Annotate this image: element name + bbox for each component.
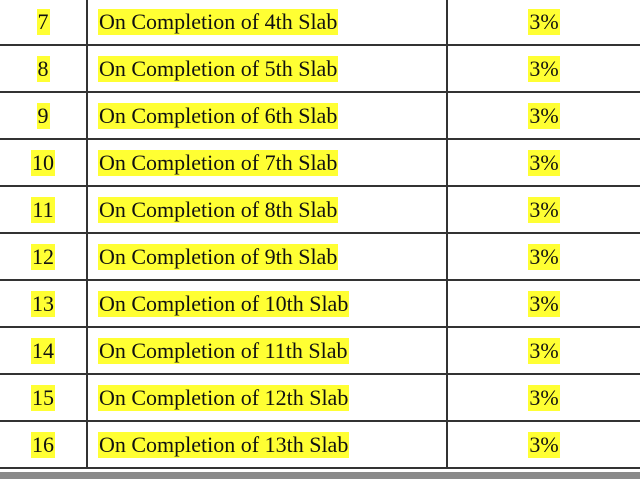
table-row: 9 On Completion of 6th Slab 3%: [0, 93, 640, 140]
percentage: 3%: [528, 290, 560, 317]
stage-description: On Completion of 11th Slab: [98, 337, 349, 364]
table-cell: On Completion of 10th Slab: [88, 281, 448, 326]
table-cell: 3%: [448, 0, 640, 44]
stage-description: On Completion of 5th Slab: [98, 55, 339, 82]
stage-description: On Completion of 4th Slab: [98, 8, 339, 35]
table-row: 15 On Completion of 12th Slab 3%: [0, 375, 640, 422]
table-cell: 13: [0, 281, 88, 326]
row-number: 10: [31, 149, 55, 176]
table-cell: 11: [0, 187, 88, 232]
bottom-strip: [0, 472, 640, 479]
percentage: 3%: [528, 337, 560, 364]
table-cell: 15: [0, 375, 88, 420]
table-cell: On Completion of 13th Slab: [88, 422, 448, 467]
stage-description: On Completion of 8th Slab: [98, 196, 339, 223]
row-number: 9: [36, 102, 50, 129]
table-cell: 3%: [448, 281, 640, 326]
row-number: 12: [31, 243, 55, 270]
table-cell: 7: [0, 0, 88, 44]
table-cell: 3%: [448, 140, 640, 185]
percentage: 3%: [528, 431, 560, 458]
table-cell: On Completion of 7th Slab: [88, 140, 448, 185]
table-cell: 14: [0, 328, 88, 373]
percentage: 3%: [528, 149, 560, 176]
table-row: 7 On Completion of 4th Slab 3%: [0, 0, 640, 46]
table-cell: On Completion of 11th Slab: [88, 328, 448, 373]
table-cell: 10: [0, 140, 88, 185]
stage-description: On Completion of 12th Slab: [98, 384, 350, 411]
table-cell: 3%: [448, 328, 640, 373]
table-cell: On Completion of 9th Slab: [88, 234, 448, 279]
table-cell: On Completion of 5th Slab: [88, 46, 448, 91]
row-number: 15: [31, 384, 55, 411]
table-cell: 8: [0, 46, 88, 91]
stage-description: On Completion of 10th Slab: [98, 290, 350, 317]
row-number: 7: [36, 8, 50, 35]
stage-description: On Completion of 7th Slab: [98, 149, 339, 176]
percentage: 3%: [528, 102, 560, 129]
percentage: 3%: [528, 8, 560, 35]
row-number: 14: [31, 337, 55, 364]
table-row: 13 On Completion of 10th Slab 3%: [0, 281, 640, 328]
row-number: 13: [31, 290, 55, 317]
table-row: 14 On Completion of 11th Slab 3%: [0, 328, 640, 375]
table-cell: On Completion of 8th Slab: [88, 187, 448, 232]
table-cell: 3%: [448, 187, 640, 232]
row-number: 11: [31, 196, 55, 223]
percentage: 3%: [528, 196, 560, 223]
row-number: 16: [31, 431, 55, 458]
table-cell: 3%: [448, 375, 640, 420]
table-cell: On Completion of 4th Slab: [88, 0, 448, 44]
table-row: 16 On Completion of 13th Slab 3%: [0, 422, 640, 469]
stage-description: On Completion of 6th Slab: [98, 102, 339, 129]
table-cell: 3%: [448, 93, 640, 138]
stage-description: On Completion of 9th Slab: [98, 243, 339, 270]
row-number: 8: [36, 55, 50, 82]
table-cell: 12: [0, 234, 88, 279]
percentage: 3%: [528, 243, 560, 270]
table-row: 8 On Completion of 5th Slab 3%: [0, 46, 640, 93]
stage-description: On Completion of 13th Slab: [98, 431, 350, 458]
table-cell: 9: [0, 93, 88, 138]
table-cell: 16: [0, 422, 88, 467]
table-cell: 3%: [448, 422, 640, 467]
table-cell: On Completion of 6th Slab: [88, 93, 448, 138]
percentage: 3%: [528, 384, 560, 411]
table-row: 10 On Completion of 7th Slab 3%: [0, 140, 640, 187]
percentage: 3%: [528, 55, 560, 82]
table-cell: On Completion of 12th Slab: [88, 375, 448, 420]
table-row: 11 On Completion of 8th Slab 3%: [0, 187, 640, 234]
table-row: 12 On Completion of 9th Slab 3%: [0, 234, 640, 281]
table-cell: 3%: [448, 234, 640, 279]
table-cell: 3%: [448, 46, 640, 91]
